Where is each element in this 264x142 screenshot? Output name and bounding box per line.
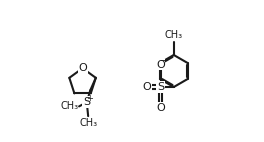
- Text: S: S: [157, 82, 164, 92]
- Text: S: S: [83, 97, 90, 107]
- Text: +: +: [86, 94, 93, 103]
- Text: CH₃: CH₃: [79, 118, 97, 128]
- Text: O: O: [156, 103, 165, 113]
- Text: CH₃: CH₃: [60, 101, 78, 111]
- Text: CH₃: CH₃: [165, 30, 183, 40]
- Text: O: O: [156, 60, 165, 70]
- Text: O: O: [142, 82, 151, 92]
- Text: −: −: [160, 56, 168, 66]
- Text: O: O: [78, 63, 87, 73]
